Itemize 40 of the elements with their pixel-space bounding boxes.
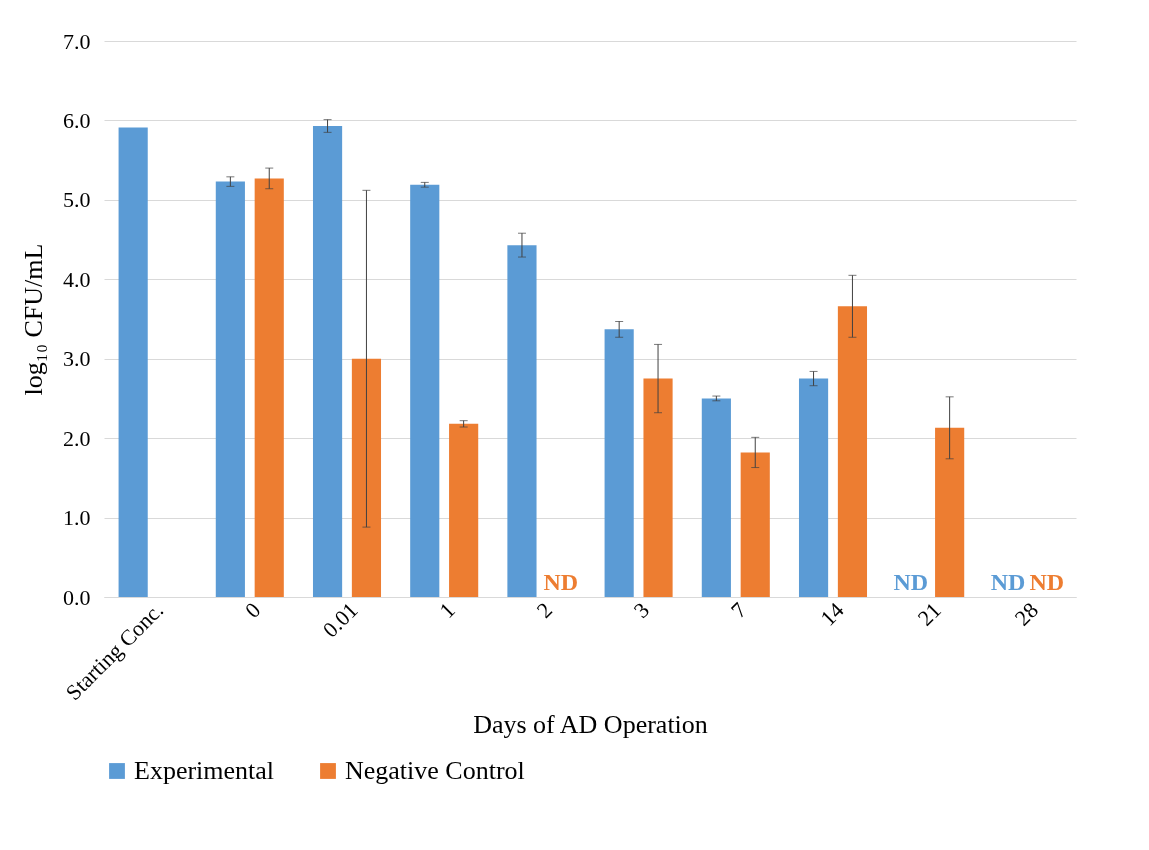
x-tick-label: 21 <box>912 597 946 631</box>
x-tick-label: 0 <box>239 597 266 623</box>
annotation: ND <box>893 569 929 595</box>
bar <box>701 398 731 597</box>
bar <box>215 181 245 597</box>
bar <box>604 329 634 597</box>
bar <box>935 427 965 597</box>
bar <box>312 125 343 597</box>
y-tick-label: 2.0 <box>63 425 91 451</box>
y-axis-title: log₁₀ CFU/mL <box>19 243 48 396</box>
bar <box>254 178 284 597</box>
bar <box>118 127 148 597</box>
x-tick-label: 3 <box>628 597 655 623</box>
x-tick-label: 2 <box>531 597 557 623</box>
annotation: ND <box>990 569 1026 595</box>
bar <box>351 358 382 597</box>
y-tick-label: 5.0 <box>63 187 91 213</box>
y-tick-label: 6.0 <box>63 107 91 133</box>
legend-label: Negative Control <box>345 756 525 785</box>
y-tick-label: 1.0 <box>63 505 91 531</box>
x-tick-label: 28 <box>1009 597 1043 631</box>
y-tick-label: 3.0 <box>63 346 91 372</box>
bar <box>643 378 673 597</box>
bar <box>507 245 537 597</box>
y-tick-label: 7.0 <box>63 28 91 54</box>
x-tick-label: 14 <box>815 597 849 631</box>
x-tick-label: 7 <box>725 597 752 623</box>
annotation: ND <box>543 569 579 595</box>
legend-label: Experimental <box>134 756 275 785</box>
bar <box>410 184 440 597</box>
x-tick-label: 0.01 <box>317 597 363 643</box>
y-tick-label: 4.0 <box>63 266 91 292</box>
bar <box>449 423 479 597</box>
bar <box>740 452 770 597</box>
x-axis-title: Days of AD Operation <box>473 710 708 740</box>
annotation: ND <box>1029 569 1065 595</box>
bar <box>837 306 868 597</box>
y-tick-label: 0.0 <box>63 584 91 610</box>
x-tick-label: 1 <box>434 597 460 623</box>
bar <box>798 378 829 597</box>
